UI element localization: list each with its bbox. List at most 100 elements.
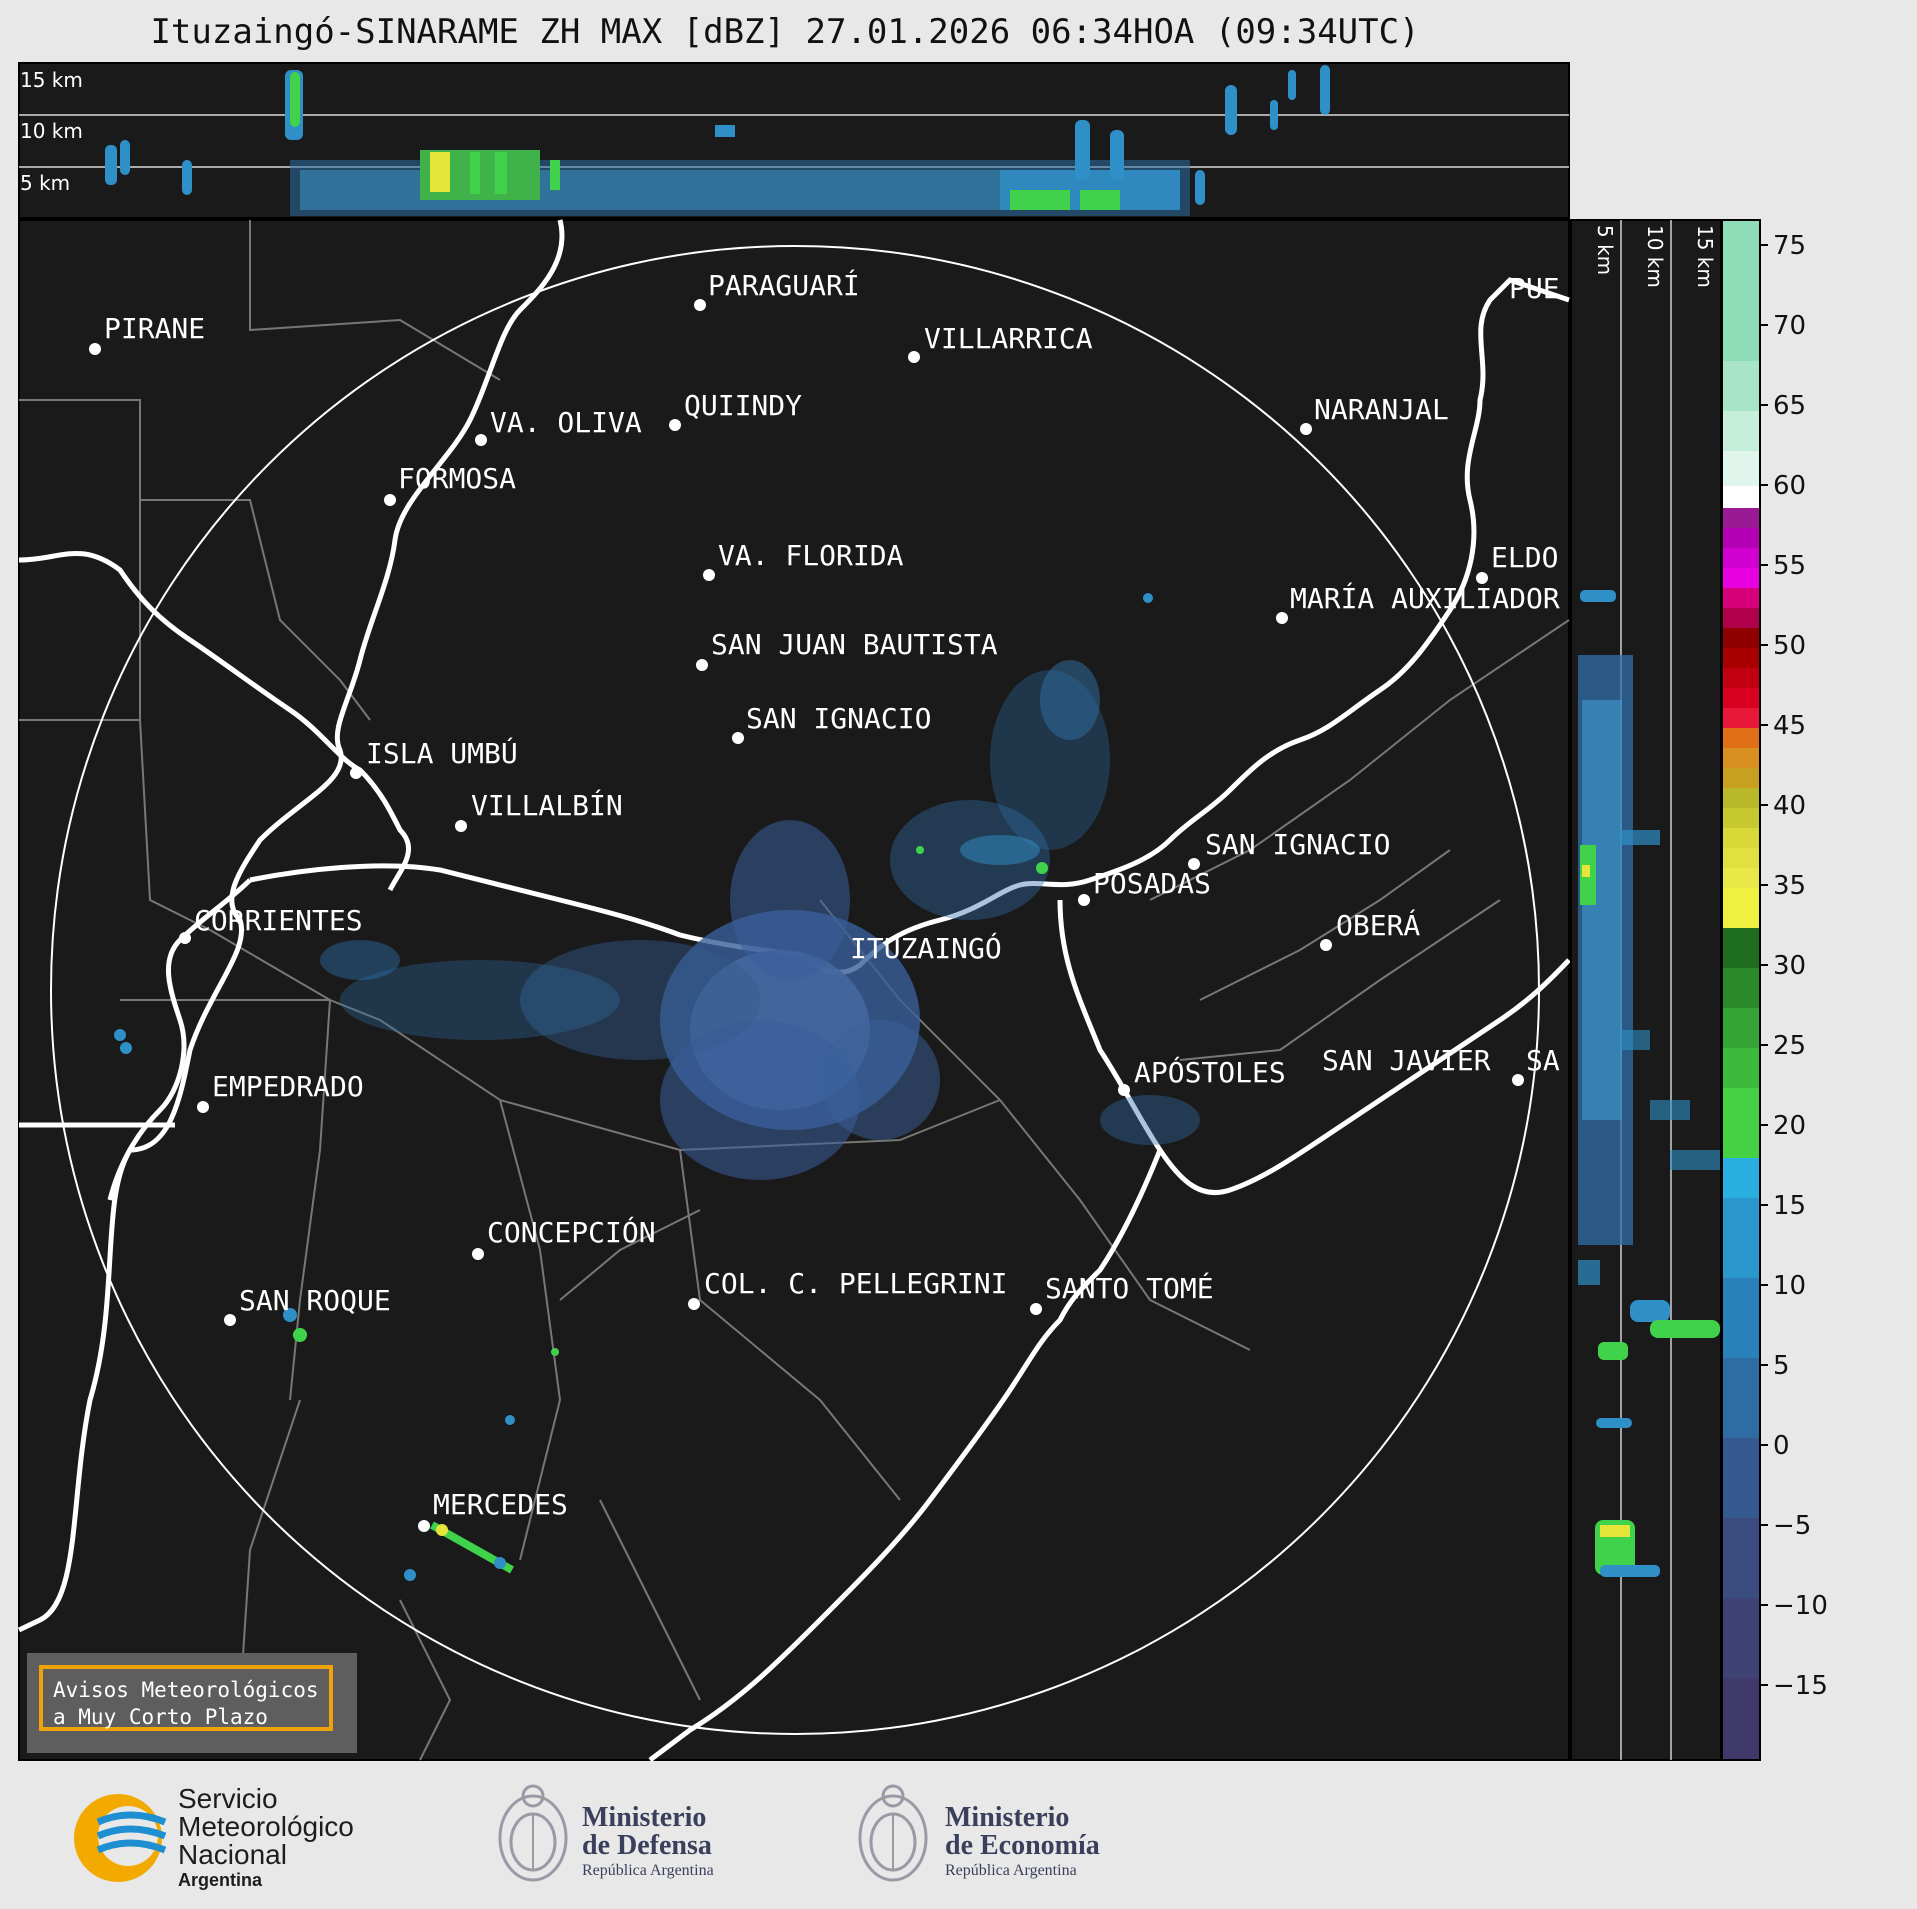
city-san-javier: SAN JAVIER — [1322, 1044, 1491, 1077]
defensa-logo-text: Ministerio de Defensa República Argentin… — [582, 1804, 714, 1882]
city-san-juan-bautista: SAN JUAN BAUTISTA — [696, 628, 998, 671]
svg-text:15: 15 — [1773, 1191, 1806, 1221]
svg-text:VILLALBÍN: VILLALBÍN — [471, 788, 623, 822]
svg-text:ISLA UMBÚ: ISLA UMBÚ — [366, 736, 518, 770]
side-alt-label-15: 15 km — [1693, 225, 1717, 288]
svg-text:FORMOSA: FORMOSA — [398, 462, 516, 495]
svg-text:MERCEDES: MERCEDES — [433, 1488, 568, 1521]
smn-line-4: Argentina — [178, 1870, 263, 1890]
defensa-line-1: Ministerio — [582, 1802, 707, 1833]
colorbar: 75 70 65 60 55 50 45 40 35 30 25 20 15 1… — [1721, 219, 1828, 1761]
svg-text:70: 70 — [1773, 311, 1806, 341]
svg-text:55: 55 — [1773, 551, 1806, 581]
city-formosa: FORMOSA — [384, 462, 516, 506]
svg-text:VA. FLORIDA: VA. FLORIDA — [718, 539, 904, 572]
svg-text:POSADAS: POSADAS — [1093, 867, 1211, 900]
city-pue: PUE — [1509, 272, 1560, 305]
svg-text:SAN IGNACIO: SAN IGNACIO — [746, 702, 931, 735]
top-panel-echoes — [105, 65, 1330, 216]
svg-text:VILLARRICA: VILLARRICA — [924, 322, 1093, 355]
city-concepcion: CONCEPCIÓN — [472, 1215, 656, 1260]
economia-logo-text: Ministerio de Economía República Argenti… — [945, 1804, 1100, 1882]
alert-line-2: a Muy Corto Plazo — [53, 1705, 268, 1729]
city-san-ignacio-py: SAN IGNACIO — [732, 702, 931, 744]
svg-text:50: 50 — [1773, 631, 1806, 661]
city-sa: SA — [1512, 1044, 1560, 1086]
smn-logo — [74, 1794, 167, 1882]
svg-text:5: 5 — [1773, 1351, 1790, 1381]
map-title: Ituzaingó-SINARAME ZH MAX [dBZ] 27.01.20… — [150, 12, 1420, 52]
city-col-c-pellegrini: COL. C. PELLEGRINI — [688, 1267, 1007, 1310]
smn-line-3: Nacional — [178, 1839, 287, 1870]
svg-text:SA: SA — [1526, 1044, 1560, 1077]
svg-text:MARÍA AUXILIADOR: MARÍA AUXILIADOR — [1290, 581, 1560, 615]
city-villarrica: VILLARRICA — [908, 322, 1093, 363]
smn-line-2: Meteorológico — [178, 1811, 354, 1842]
side-panel-echoes — [1578, 590, 1720, 1577]
city-empedrado: EMPEDRADO — [197, 1070, 364, 1113]
svg-text:EMPEDRADO: EMPEDRADO — [212, 1070, 364, 1103]
economia-line-1: Ministerio — [945, 1802, 1070, 1833]
top-alt-label-10: 10 km — [20, 119, 83, 143]
svg-text:35: 35 — [1773, 871, 1806, 901]
svg-text:45: 45 — [1773, 711, 1806, 741]
city-apostoles: APÓSTOLES — [1118, 1055, 1286, 1096]
svg-text:75: 75 — [1773, 231, 1806, 261]
alert-box[interactable]: Avisos Meteorológicos a Muy Corto Plazo — [27, 1653, 357, 1753]
colorbar-ticks: 75 70 65 60 55 50 45 40 35 30 25 20 15 1… — [1760, 231, 1828, 1701]
svg-text:SAN IGNACIO: SAN IGNACIO — [1205, 828, 1390, 861]
alert-line-1: Avisos Meteorológicos — [53, 1678, 319, 1702]
svg-text:CORRIENTES: CORRIENTES — [194, 904, 363, 937]
side-alt-label-10: 10 km — [1643, 225, 1667, 288]
svg-text:−5: −5 — [1773, 1511, 1811, 1541]
radar-range-ring — [50, 245, 1540, 1735]
radar-echoes — [114, 593, 1200, 1581]
city-san-roque: SAN ROQUE — [224, 1284, 391, 1326]
city-obera: OBERÁ — [1320, 908, 1420, 951]
svg-text:OBERÁ: OBERÁ — [1336, 908, 1420, 942]
top-alt-label-15: 15 km — [20, 68, 83, 92]
city-mercedes: MERCEDES — [418, 1488, 568, 1532]
svg-text:SAN JAVIER: SAN JAVIER — [1322, 1044, 1491, 1077]
city-pirane: PIRANE — [89, 312, 205, 355]
alert-box-label[interactable]: Avisos Meteorológicos a Muy Corto Plazo — [39, 1665, 333, 1731]
svg-text:VA. OLIVA: VA. OLIVA — [490, 406, 642, 439]
city-posadas: POSADAS — [1078, 867, 1211, 906]
svg-text:COL. C. PELLEGRINI: COL. C. PELLEGRINI — [704, 1267, 1007, 1300]
svg-text:SANTO TOMÉ: SANTO TOMÉ — [1045, 1271, 1214, 1305]
svg-text:40: 40 — [1773, 791, 1806, 821]
svg-text:ELDO: ELDO — [1491, 541, 1558, 574]
colorbar-segments — [1723, 221, 1759, 1759]
city-eldo: ELDO — [1476, 541, 1558, 584]
city-san-ignacio-ar: SAN IGNACIO — [1188, 828, 1390, 870]
svg-text:60: 60 — [1773, 471, 1806, 501]
city-santo-tome: SANTO TOMÉ — [1030, 1271, 1214, 1315]
svg-text:−10: −10 — [1773, 1591, 1828, 1621]
svg-text:PUE: PUE — [1509, 272, 1560, 305]
defensa-line-3: República Argentina — [582, 1862, 714, 1879]
city-quiindy: QUIINDY — [669, 389, 802, 431]
svg-text:QUIINDY: QUIINDY — [684, 389, 802, 422]
city-villalbin: VILLALBÍN — [455, 788, 623, 832]
city-paraguari: PARAGUARÍ — [694, 268, 860, 311]
svg-text:SAN ROQUE: SAN ROQUE — [239, 1284, 391, 1317]
top-alt-label-5: 5 km — [20, 171, 70, 195]
side-cross-section-panel: 5 km 10 km 15 km — [1570, 219, 1722, 1761]
city-corrientes: CORRIENTES — [179, 904, 363, 944]
city-va-florida: VA. FLORIDA — [703, 539, 904, 581]
svg-text:ITUZAINGÓ: ITUZAINGÓ — [850, 931, 1002, 965]
city-maria-auxiliadora: MARÍA AUXILIADOR — [1276, 581, 1560, 624]
city-va-oliva: VA. OLIVA — [475, 406, 642, 446]
map-panel: PARAGUARÍ PIRANE VILLARRICA QUIINDY VA. … — [17, 219, 1571, 1762]
city-naranjal: NARANJAL — [1300, 393, 1449, 435]
top-cross-section-panel: 15 km 10 km 5 km — [18, 62, 1570, 219]
svg-text:30: 30 — [1773, 951, 1806, 981]
svg-text:−15: −15 — [1773, 1671, 1828, 1701]
economia-line-2: de Economía — [945, 1830, 1100, 1861]
city-markers: PARAGUARÍ PIRANE VILLARRICA QUIINDY VA. … — [89, 268, 1560, 1532]
city-ituzaingo: ITUZAINGÓ — [850, 931, 1002, 965]
defensa-seal — [498, 1784, 568, 1882]
svg-text:APÓSTOLES: APÓSTOLES — [1134, 1055, 1286, 1089]
svg-text:25: 25 — [1773, 1031, 1806, 1061]
